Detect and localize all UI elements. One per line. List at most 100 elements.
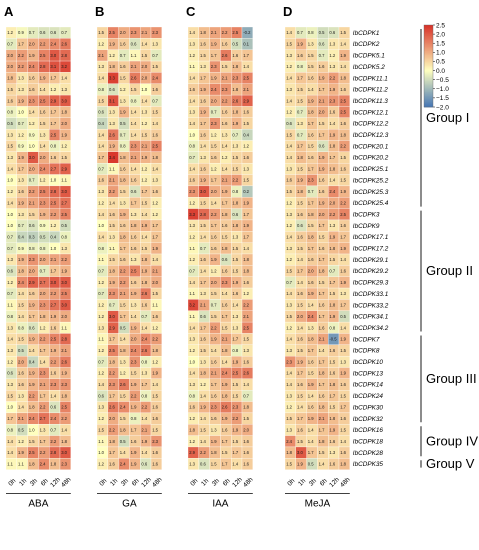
cell-value-label: 2.2 — [18, 64, 24, 69]
cell-value-label: 0.3 — [29, 234, 35, 239]
cell-value-label: 1.3 — [200, 291, 206, 296]
cell-value-label: 1.8 — [189, 427, 195, 432]
cell-value-label: 1.8 — [319, 405, 325, 410]
cell-value-label: 1.3 — [189, 110, 195, 115]
cell-value-label: 1.9 — [18, 450, 24, 455]
cell-value-label: 1.2 — [329, 53, 335, 58]
cell-value-label: 2.0 — [243, 427, 249, 432]
cell-value-label: 1.8 — [340, 461, 346, 466]
cell-value-label: 1.8 — [340, 76, 346, 81]
cell-value-label: 2.1 — [222, 76, 228, 81]
gene-label: IbCDPK25.4 — [353, 200, 389, 207]
cell-value-label: 1.5 — [200, 200, 206, 205]
cell-value-label: 1.5 — [243, 178, 249, 183]
cell-value-label: 1.3 — [232, 325, 238, 330]
cell-value-label: 1.4 — [18, 314, 24, 319]
cell-value-label: 2.3 — [40, 200, 46, 205]
cell-value-label: 1.8 — [222, 212, 228, 217]
cell-value-label: 1.2 — [7, 30, 13, 35]
colorbar-swatch — [424, 97, 433, 100]
cell-value-label: 1.9 — [243, 223, 249, 228]
cell-value-label: 0.7 — [329, 269, 335, 274]
cell-value-label: 1.5 — [286, 42, 292, 47]
cell-value-label: 1.9 — [131, 450, 137, 455]
x-tick-label: 0h — [7, 477, 17, 487]
cell-value-label: 3.1 — [109, 98, 115, 103]
cell-value-label: 1.5 — [286, 189, 292, 194]
cell-value-label: 1.4 — [340, 439, 346, 444]
cell-value-label: 1.5 — [141, 132, 147, 137]
cell-value-label: 1.4 — [232, 461, 238, 466]
cell-value-label: 1.5 — [243, 416, 249, 421]
cell-value-label: 2.2 — [120, 280, 126, 285]
cell-value-label: 1.2 — [7, 280, 13, 285]
cell-value-label: 1.4 — [286, 76, 292, 81]
cell-value-label: 2.3 — [131, 359, 137, 364]
cell-value-label: 1.9 — [232, 121, 238, 126]
cell-value-label: 2.3 — [211, 64, 217, 69]
cell-value-label: 1.6 — [297, 337, 303, 342]
cell-value-label: 1.2 — [286, 405, 292, 410]
cell-value-label: 2.1 — [40, 382, 46, 387]
cell-value-label: 1.2 — [152, 359, 158, 364]
colorbar-swatch — [424, 100, 433, 102]
cell-value-label: 1.9 — [340, 337, 346, 342]
cell-value-label: 2.6 — [109, 405, 115, 410]
cell-value-label: 2.5 — [232, 371, 238, 376]
cell-value-label: 2.1 — [200, 303, 206, 308]
cell-value-label: 1.8 — [61, 439, 67, 444]
cell-value-label: 1.4 — [308, 303, 314, 308]
cell-value-label: 1.9 — [319, 200, 325, 205]
cell-value-label: 1.6 — [200, 337, 206, 342]
cell-value-label: 1.7 — [211, 53, 217, 58]
cell-value-label: 2.0 — [109, 416, 115, 421]
cell-value-label: 1.9 — [29, 337, 35, 342]
cell-value-label: 1.7 — [222, 439, 228, 444]
cell-value-label: 1.5 — [232, 166, 238, 171]
cell-value-label: 1.4 — [141, 98, 147, 103]
cell-value-label: 2.3 — [189, 189, 195, 194]
cell-value-label: 1.2 — [18, 132, 24, 137]
cell-value-label: 1.3 — [189, 42, 195, 47]
cell-value-label: 1.8 — [141, 257, 147, 262]
cell-value-label: 1.9 — [211, 257, 217, 262]
cell-value-label: 1.7 — [211, 178, 217, 183]
cell-value-label: 0.6 — [141, 461, 147, 466]
cell-value-label: 0.6 — [319, 144, 325, 149]
cell-value-label: 2.5 — [340, 212, 346, 217]
gene-label: IbCDPK2 — [353, 41, 380, 48]
cell-value-label: 1.4 — [18, 405, 24, 410]
cell-value-label: 3.0 — [29, 155, 35, 160]
cell-value-label: 1.4 — [189, 30, 195, 35]
colorbar-swatch — [424, 105, 433, 108]
cell-value-label: 1.5 — [152, 110, 158, 115]
x-tick-label: 0h — [189, 477, 199, 487]
colorbar-swatch — [424, 75, 433, 78]
cell-value-label: 1.9 — [319, 166, 325, 171]
cell-value-label: 1.6 — [308, 280, 314, 285]
cell-value-label: 1.2 — [243, 291, 249, 296]
cell-value-label: 1.4 — [308, 87, 314, 92]
cell-value-label: 1.6 — [243, 439, 249, 444]
cell-value-label: 1.9 — [109, 280, 115, 285]
cell-value-label: 2.4 — [222, 371, 228, 376]
cell-value-label: 1.3 — [232, 144, 238, 149]
cell-value-label: 1.9 — [340, 53, 346, 58]
cell-value-label: 1.6 — [222, 303, 228, 308]
cell-value-label: 1.5 — [222, 234, 228, 239]
cell-value-label: 1.0 — [189, 359, 195, 364]
colorbar-swatch — [424, 87, 433, 90]
cell-value-label: 1.3 — [340, 359, 346, 364]
cell-value-label: 0.5 — [120, 121, 126, 126]
cell-value-label: 0.6 — [40, 30, 46, 35]
cell-value-label: 1.4 — [340, 257, 346, 262]
cell-value-label: 1.3 — [286, 87, 292, 92]
cell-value-label: 1.8 — [319, 269, 325, 274]
cell-value-label: 1.9 — [141, 223, 147, 228]
cell-value-label: 1.7 — [319, 314, 325, 319]
cell-value-label: 2.4 — [286, 439, 292, 444]
cell-value-label: 1.7 — [109, 393, 115, 398]
cell-value-label: 2.3 — [211, 121, 217, 126]
cell-value-label: 0.6 — [286, 121, 292, 126]
cell-value-label: 1.4 — [319, 348, 325, 353]
